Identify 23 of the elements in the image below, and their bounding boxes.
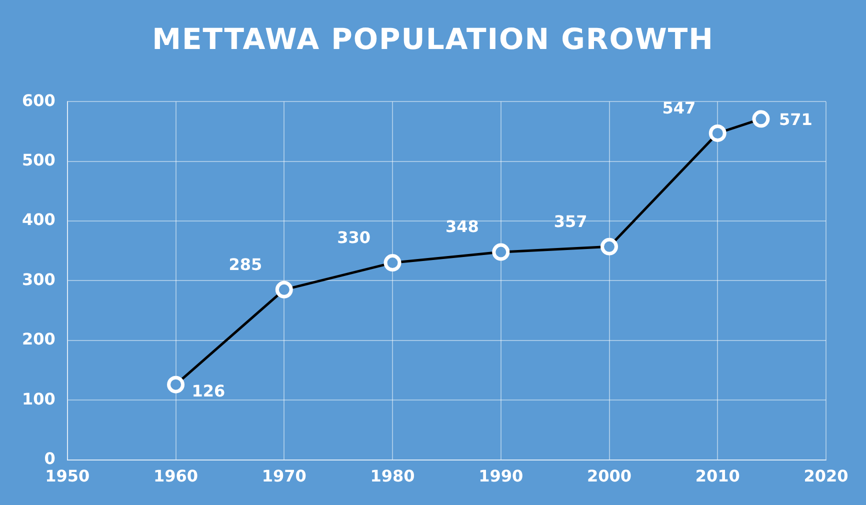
y-tick-label: 400 [22, 210, 56, 230]
data-label: 547 [662, 98, 696, 118]
data-label: 126 [192, 382, 226, 401]
y-tick-label: 200 [22, 330, 56, 349]
x-tick-label: 1960 [154, 466, 198, 486]
chart-title: METTAWA POPULATION GROWTH [151, 22, 715, 56]
data-label: 357 [554, 212, 588, 231]
x-tick-label: 2010 [695, 466, 740, 486]
x-tick-label: 2020 [804, 466, 848, 486]
data-label: 285 [228, 254, 262, 274]
y-tick-label: 300 [22, 270, 56, 289]
x-tick-label: 1980 [370, 466, 415, 486]
y-tick-label: 100 [22, 389, 56, 408]
y-tick-label: 500 [22, 150, 56, 170]
x-tick-label: 1990 [478, 466, 524, 486]
x-tick-label: 1970 [262, 466, 306, 486]
y-tick-label: 600 [22, 90, 56, 110]
data-label: 330 [337, 228, 371, 247]
x-tick-label: 1950 [45, 466, 90, 486]
y-tick-label: 0 [44, 448, 56, 468]
data-label: 348 [445, 217, 479, 236]
x-tick-label: 2000 [586, 466, 632, 486]
data-label: 571 [778, 110, 812, 130]
